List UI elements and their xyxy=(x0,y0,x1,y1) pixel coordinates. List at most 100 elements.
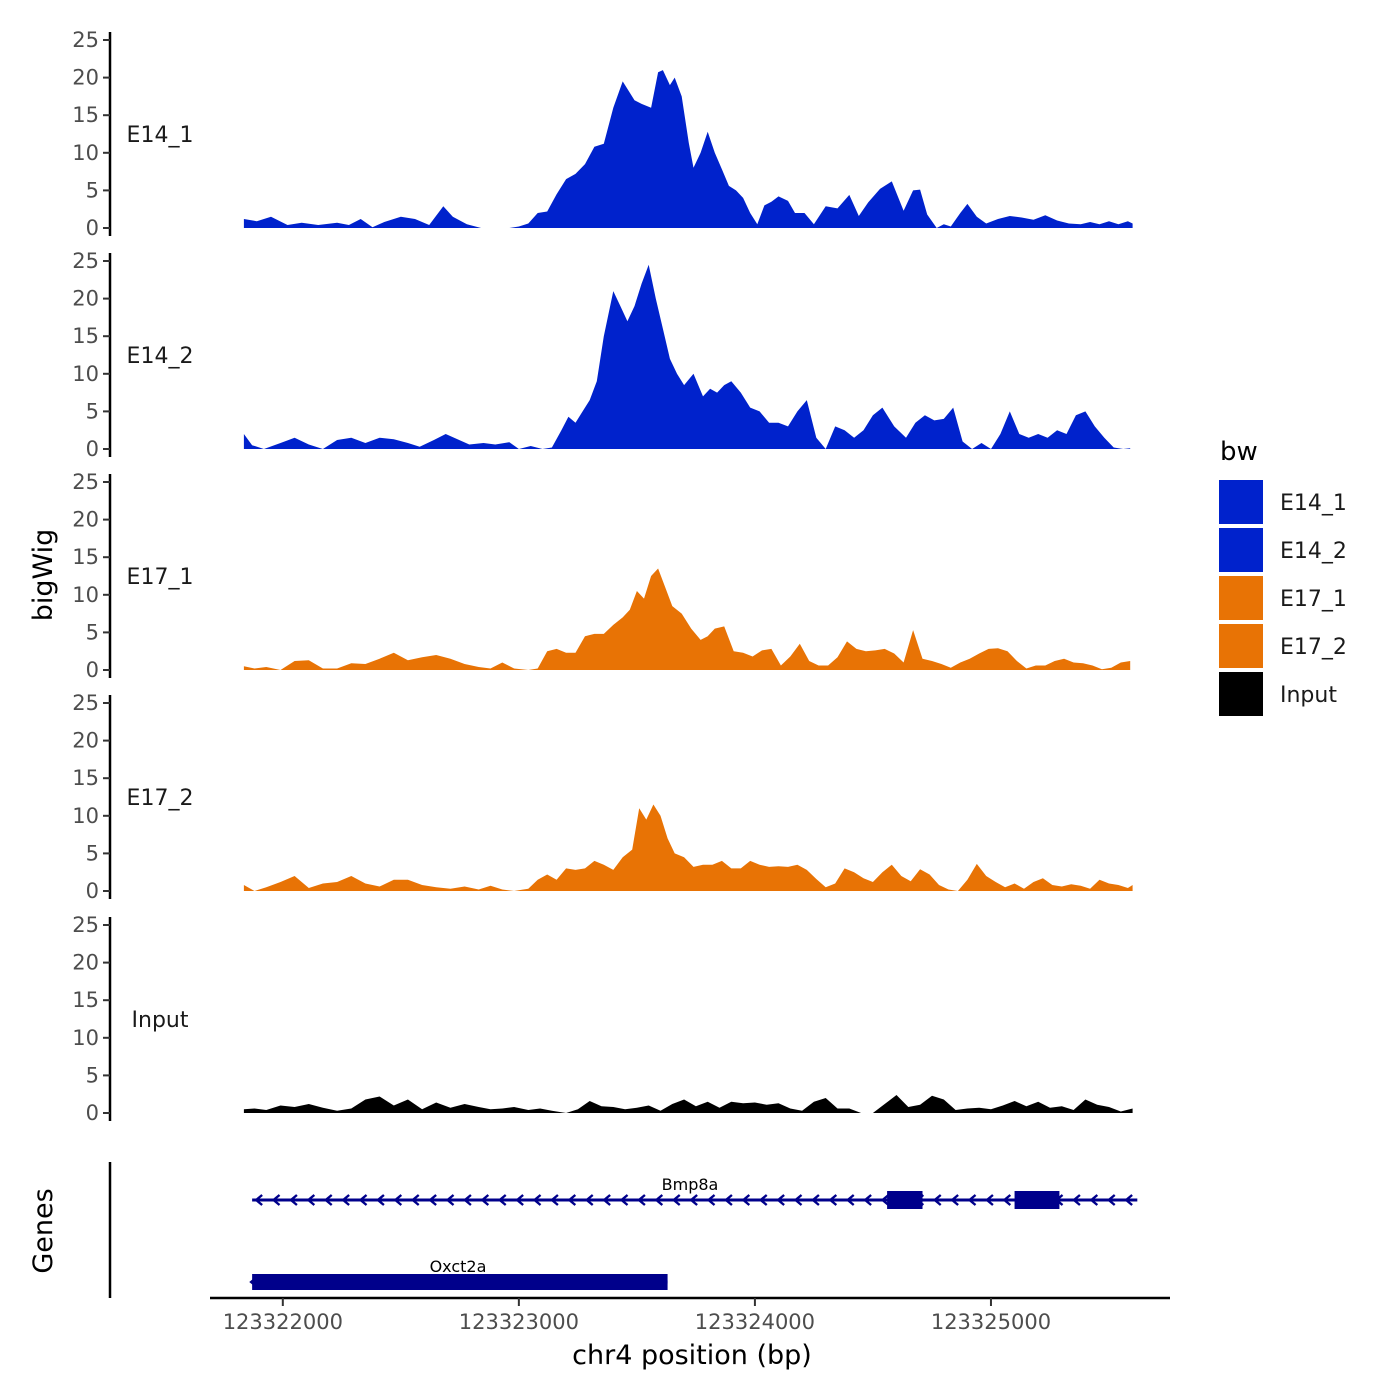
strand-arrow xyxy=(845,1194,855,1206)
gene-label: Oxct2a xyxy=(430,1257,487,1276)
y-tick-label: 20 xyxy=(72,66,99,90)
y-tick-label: 25 xyxy=(72,28,99,52)
y-tick-label: 0 xyxy=(86,658,99,682)
legend-label: E14_2 xyxy=(1280,539,1347,564)
legend-label: Input xyxy=(1280,683,1337,708)
strand-arrow xyxy=(985,1194,994,1206)
strand-arrow xyxy=(619,1194,629,1206)
y-tick-label: 15 xyxy=(72,988,99,1012)
legend-swatch xyxy=(1219,624,1263,668)
strand-arrow xyxy=(880,1194,890,1206)
legend-title: bw xyxy=(1220,437,1258,467)
y-tick-label: 25 xyxy=(72,470,99,494)
y-tick-label: 20 xyxy=(72,951,99,975)
strand-arrow xyxy=(1106,1194,1116,1206)
track-label: E14_1 xyxy=(127,123,194,148)
x-tick-label: 123324000 xyxy=(695,1310,815,1334)
legend-entry-E14_2: E14_2 xyxy=(1219,528,1347,572)
coverage-area-E14_1 xyxy=(243,70,1133,228)
strand-arrow xyxy=(358,1194,368,1206)
gene-Bmp8a: Bmp8a xyxy=(252,1175,1138,1209)
strand-arrow xyxy=(1089,1194,1099,1206)
y-tick-label: 10 xyxy=(72,583,99,607)
coverage-area-E17_1 xyxy=(243,568,1131,670)
strand-arrow xyxy=(637,1194,646,1206)
y-tick-label: 15 xyxy=(72,103,99,127)
strand-arrow xyxy=(602,1194,611,1206)
strand-arrow xyxy=(706,1194,716,1206)
strand-arrow xyxy=(497,1194,507,1206)
y-axis-title: bigWig xyxy=(28,529,59,622)
strand-arrow xyxy=(932,1194,942,1206)
y-tick-label: 20 xyxy=(72,729,99,753)
y-tick-label: 0 xyxy=(86,216,99,240)
gene-exon xyxy=(1014,1191,1060,1209)
strand-arrow xyxy=(428,1194,437,1206)
y-tick-label: 25 xyxy=(72,913,99,937)
strand-arrow xyxy=(567,1194,577,1206)
strand-arrow xyxy=(689,1194,698,1206)
track-Input: 0 5 10 15 20 25 Input xyxy=(72,913,1133,1125)
track-E17_2: 0 5 10 15 20 25 E17_2 xyxy=(72,691,1133,903)
legend-label: E14_1 xyxy=(1280,491,1347,516)
y-tick-label: 15 xyxy=(72,545,99,569)
y-tick-label: 0 xyxy=(86,437,99,461)
strand-arrow xyxy=(323,1194,333,1206)
strand-arrow xyxy=(793,1194,803,1206)
strand-arrow xyxy=(967,1194,977,1206)
strand-arrow xyxy=(671,1194,681,1206)
gene-track: Bmp8a Oxct2a xyxy=(108,1162,1138,1298)
strand-arrow xyxy=(376,1194,385,1206)
strand-arrow xyxy=(289,1194,298,1206)
y-tick-label: 10 xyxy=(72,362,99,386)
strand-arrow xyxy=(515,1194,524,1206)
strand-arrow xyxy=(254,1194,263,1206)
strand-arrow xyxy=(341,1194,350,1206)
strand-arrow xyxy=(758,1194,768,1206)
track-E14_1: 0 5 10 15 20 25 E14_1 xyxy=(72,28,1133,240)
legend-swatch xyxy=(1219,576,1263,620)
x-axis-title: chr4 position (bp) xyxy=(572,1340,812,1371)
strand-arrow xyxy=(811,1194,820,1206)
legend-entry-E17_2: E17_2 xyxy=(1219,624,1347,668)
track-label: E14_2 xyxy=(127,344,194,369)
strand-arrow xyxy=(950,1194,959,1206)
x-tick-label: 123325000 xyxy=(931,1310,1051,1334)
strand-arrow xyxy=(654,1194,664,1206)
strand-arrow xyxy=(724,1194,733,1206)
gene-Oxct2a: Oxct2a xyxy=(249,1257,668,1290)
gene-exon xyxy=(252,1274,668,1290)
y-tick-label: 20 xyxy=(72,287,99,311)
strand-arrow xyxy=(550,1194,559,1206)
strand-arrow xyxy=(828,1194,838,1206)
gene-exon xyxy=(887,1191,923,1209)
strand-arrow xyxy=(463,1194,472,1206)
legend-entry-E17_1: E17_1 xyxy=(1219,576,1347,620)
y-tick-label: 0 xyxy=(86,1101,99,1125)
y-tick-label: 25 xyxy=(72,249,99,273)
legend-swatch xyxy=(1219,480,1263,524)
legend-entry-E14_1: E14_1 xyxy=(1219,480,1347,524)
y-tick-label: 15 xyxy=(72,324,99,348)
coverage-area-Input xyxy=(243,1095,1133,1113)
y-tick-label: 10 xyxy=(72,141,99,165)
coverage-area-E14_2 xyxy=(243,264,1131,449)
strand-arrow xyxy=(306,1194,316,1206)
gene-track-title: Genes xyxy=(28,1188,59,1273)
y-tick-label: 5 xyxy=(86,1063,99,1087)
coverage-area-E17_2 xyxy=(243,804,1133,891)
strand-arrow xyxy=(1072,1194,1081,1206)
y-tick-label: 5 xyxy=(86,399,99,423)
strand-arrow xyxy=(532,1194,542,1206)
strand-arrow xyxy=(776,1194,785,1206)
y-tick-label: 25 xyxy=(72,691,99,715)
legend-entry-Input: Input xyxy=(1219,672,1337,716)
strand-arrow xyxy=(410,1194,420,1206)
strand-arrow xyxy=(863,1194,872,1206)
legend-swatch xyxy=(1219,672,1263,716)
x-tick-label: 123322000 xyxy=(223,1310,343,1334)
gene-label: Bmp8a xyxy=(662,1175,719,1194)
strand-arrow xyxy=(249,1276,258,1288)
y-tick-label: 15 xyxy=(72,766,99,790)
